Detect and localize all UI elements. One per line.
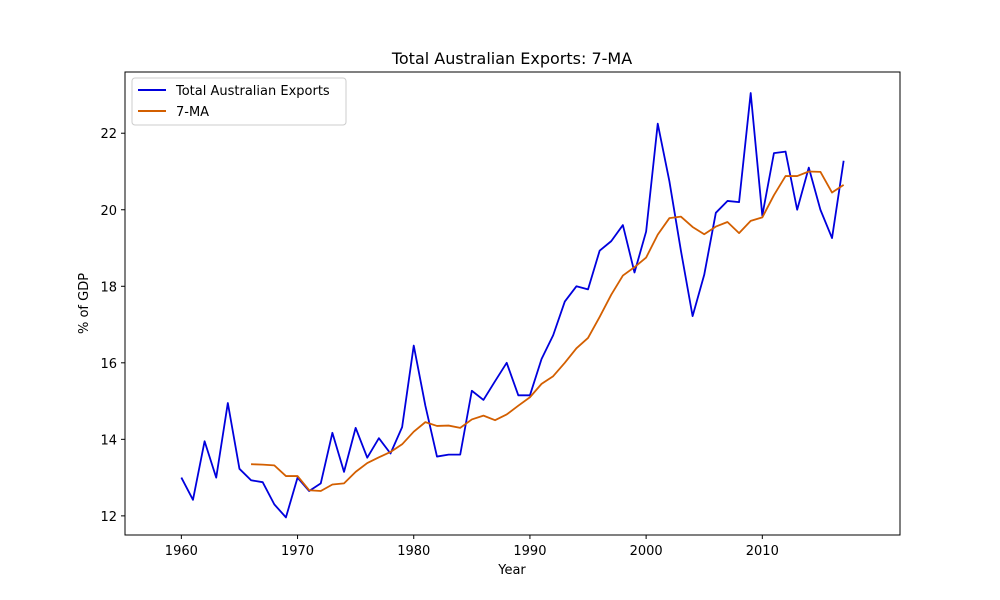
x-tick-label: 1960 bbox=[165, 544, 198, 559]
y-axis: 12 14 16 18 20 22 bbox=[100, 127, 125, 525]
y-tick-label: 14 bbox=[100, 433, 117, 448]
y-tick-label: 18 bbox=[100, 280, 117, 295]
x-tick-label: 2000 bbox=[630, 544, 663, 559]
y-axis-label: % of GDP bbox=[77, 273, 92, 334]
chart-title: Total Australian Exports: 7-MA bbox=[391, 49, 632, 68]
x-tick-label: 1970 bbox=[281, 544, 314, 559]
plot-frame bbox=[124, 71, 901, 536]
y-tick-label: 12 bbox=[100, 510, 117, 525]
series-line-0 bbox=[180, 92, 845, 519]
x-tick-label: 1980 bbox=[397, 544, 430, 559]
y-tick-label: 20 bbox=[100, 204, 117, 219]
legend-label-7ma: 7-MA bbox=[176, 105, 209, 120]
legend-label-exports: Total Australian Exports bbox=[175, 84, 330, 99]
legend-box bbox=[131, 77, 347, 126]
legend: Total Australian Exports 7-MA bbox=[131, 77, 347, 126]
x-tick-label: 1990 bbox=[513, 544, 546, 559]
x-axis-label: Year bbox=[497, 563, 526, 578]
x-tick-label: 2010 bbox=[746, 544, 779, 559]
series-line-1 bbox=[251, 170, 845, 492]
x-axis: 1960 1970 1980 1990 2000 2010 bbox=[165, 535, 779, 559]
y-tick-label: 16 bbox=[100, 357, 117, 372]
y-tick-label: 22 bbox=[100, 127, 117, 142]
